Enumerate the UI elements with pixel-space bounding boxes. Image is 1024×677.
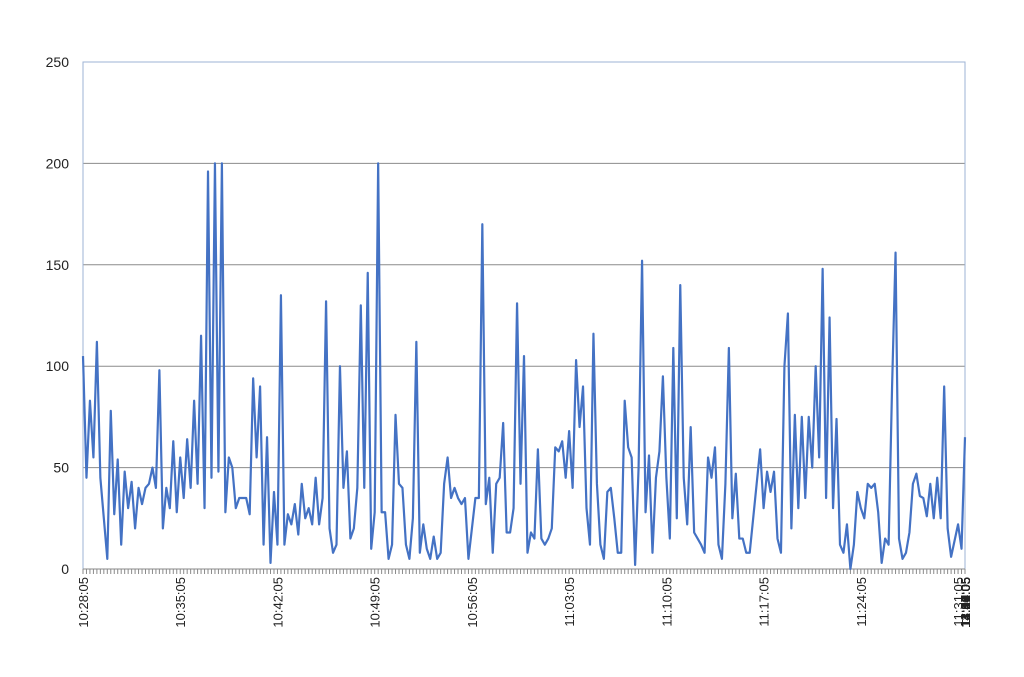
x-tick-label: 11:10:05 bbox=[659, 577, 674, 627]
x-tick-label: 13:16:05 bbox=[958, 577, 973, 628]
x-tick-label: 10:42:05 bbox=[270, 577, 285, 628]
x-tick-label: 13:44:05 bbox=[958, 577, 973, 628]
x-tick-label: 10:28:05 bbox=[76, 577, 91, 628]
x-tick-label: 12:48:05 bbox=[958, 577, 973, 628]
y-tick-label: 150 bbox=[46, 257, 70, 273]
x-tick-label: 13:02:05 bbox=[958, 577, 973, 628]
x-tick-label: 12:13:05 bbox=[958, 577, 973, 628]
x-tick-label: 10:56:05 bbox=[465, 577, 480, 628]
x-axis: 10:28:05 10:35:05 10:42:05 10:49:05 10:56:05… bbox=[76, 568, 973, 628]
x-tick-label: 11:24:05 bbox=[854, 577, 869, 627]
x-tick-label: 13:30:05 bbox=[958, 577, 973, 628]
y-tick-label: 100 bbox=[46, 358, 70, 374]
x-tick-label: 11:52:05 bbox=[958, 577, 973, 627]
x-tick-label: 10:35:05 bbox=[173, 577, 188, 628]
x-tick-label: 14:47:05 bbox=[958, 577, 973, 628]
y-tick-label: 250 bbox=[46, 54, 70, 70]
y-tick-label: 0 bbox=[61, 561, 69, 577]
x-tick-label: 12:55:05 bbox=[958, 577, 973, 628]
x-tick-label: 14:40:05 bbox=[958, 577, 973, 628]
x-tick-label: 11:45:05 bbox=[958, 577, 973, 627]
x-tick-label: 14:54:05 bbox=[958, 577, 973, 628]
x-tick-label: 14:26:05 bbox=[958, 577, 973, 628]
x-tick-label: 11:17:05 bbox=[757, 577, 772, 627]
gridlines bbox=[83, 162, 965, 469]
x-tick-label: 11:31:05 bbox=[951, 577, 966, 627]
y-axis: 0 50 100 150 200 250 bbox=[46, 54, 70, 577]
x-tick-label: 10:49:05 bbox=[368, 577, 383, 628]
x-tick-label: 13:51:05 bbox=[958, 577, 973, 628]
x-tick-label: 12:27:05 bbox=[958, 577, 973, 628]
x-tick-label: 12:34:05 bbox=[958, 577, 973, 628]
x-tick-label: 11:38:05 bbox=[958, 577, 973, 627]
x-tick-label: 13:58:05 bbox=[958, 577, 973, 628]
x-tick-label: 14:19:05 bbox=[958, 577, 973, 628]
x-tick-label: 14:33:05 bbox=[958, 577, 973, 628]
x-tick-label: 12:41:05 bbox=[958, 577, 973, 628]
series-line bbox=[81, 162, 967, 571]
x-tick-label: 12:20:05 bbox=[958, 577, 973, 628]
x-tick-label: 14:12:05 bbox=[958, 577, 973, 628]
x-tick-label: 13:37:05 bbox=[958, 577, 973, 628]
x-tick-label: 12:06:05 bbox=[958, 577, 973, 628]
x-tick-label: 11:59:05 bbox=[958, 577, 973, 627]
y-tick-label: 200 bbox=[46, 155, 70, 171]
x-tick-label: 14:05:05 bbox=[958, 577, 973, 628]
x-tick-label: 13:09:05 bbox=[958, 577, 973, 628]
x-tick-label: 13:23:05 bbox=[958, 577, 973, 628]
series-layer bbox=[81, 162, 967, 571]
y-tick-label: 50 bbox=[53, 460, 69, 476]
x-tick-label: 11:03:05 bbox=[562, 577, 577, 627]
